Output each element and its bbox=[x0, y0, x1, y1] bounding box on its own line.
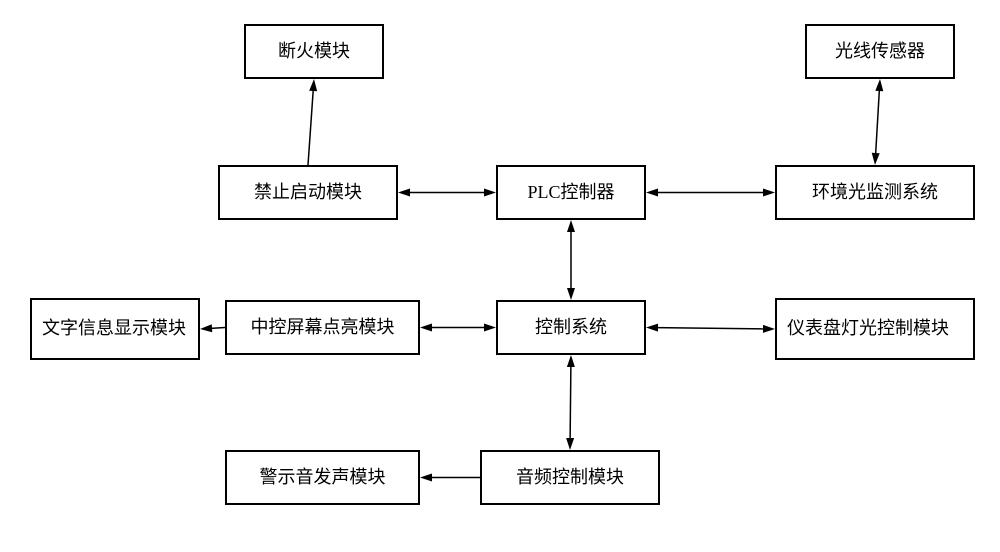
edge-arrowhead bbox=[763, 189, 775, 197]
edge-arrowhead bbox=[875, 79, 883, 91]
node-label: 光线传感器 bbox=[835, 40, 925, 63]
edge-arrowhead bbox=[398, 189, 410, 197]
node-warn_sound: 警示音发声模块 bbox=[225, 450, 420, 505]
node-screen_light: 中控屏幕点亮模块 bbox=[225, 300, 420, 355]
edge-arrowhead bbox=[309, 79, 317, 91]
node-control_sys: 控制系统 bbox=[496, 300, 646, 355]
node-label: PLC控制器 bbox=[527, 181, 614, 204]
node-env_light: 环境光监测系统 bbox=[775, 165, 975, 220]
edge-line bbox=[308, 90, 313, 165]
node-break_fire: 断火模块 bbox=[244, 24, 384, 79]
edge-arrowhead bbox=[484, 324, 496, 332]
edge-arrowhead bbox=[200, 324, 212, 332]
edge-arrowhead bbox=[567, 220, 575, 232]
node-dash_light: 仪表盘灯光控制模块 bbox=[775, 298, 975, 360]
node-label: 环境光监测系统 bbox=[812, 181, 938, 204]
node-plc: PLC控制器 bbox=[496, 165, 646, 220]
edge-line bbox=[876, 90, 880, 154]
node-text_display: 文字信息显示模块 bbox=[30, 298, 200, 360]
edge-line bbox=[570, 366, 571, 439]
edge-line bbox=[211, 328, 225, 329]
edge-arrowhead bbox=[763, 325, 775, 333]
node-light_sensor: 光线传感器 bbox=[805, 24, 955, 79]
node-label: 断火模块 bbox=[278, 40, 350, 63]
node-label: 中控屏幕点亮模块 bbox=[251, 316, 395, 339]
diagram-canvas: 断火模块 光线传感器禁止启动模块 PLC控制器 环境光监测系统文字信息显示模块 中控屏幕… bbox=[0, 0, 1000, 552]
edge-line bbox=[657, 328, 764, 329]
node-label: 仪表盘灯光控制模块 bbox=[787, 317, 949, 340]
edge-arrowhead bbox=[420, 324, 432, 332]
node-label: 禁止启动模块 bbox=[254, 181, 362, 204]
edge-arrowhead bbox=[567, 288, 575, 300]
node-label: 控制系统 bbox=[535, 316, 607, 339]
node-label: 警示音发声模块 bbox=[260, 466, 386, 489]
edge-arrowhead bbox=[646, 324, 658, 332]
node-label: 文字信息显示模块 bbox=[42, 317, 186, 340]
edge-arrowhead bbox=[872, 153, 880, 165]
edge-arrowhead bbox=[646, 189, 658, 197]
node-label: 音频控制模块 bbox=[516, 466, 624, 489]
node-audio_ctrl: 音频控制模块 bbox=[480, 450, 660, 505]
edge-arrowhead bbox=[566, 438, 574, 450]
edge-arrowhead bbox=[484, 189, 496, 197]
node-disable_start: 禁止启动模块 bbox=[218, 165, 398, 220]
edge-arrowhead bbox=[567, 355, 575, 367]
edge-arrowhead bbox=[420, 474, 432, 482]
